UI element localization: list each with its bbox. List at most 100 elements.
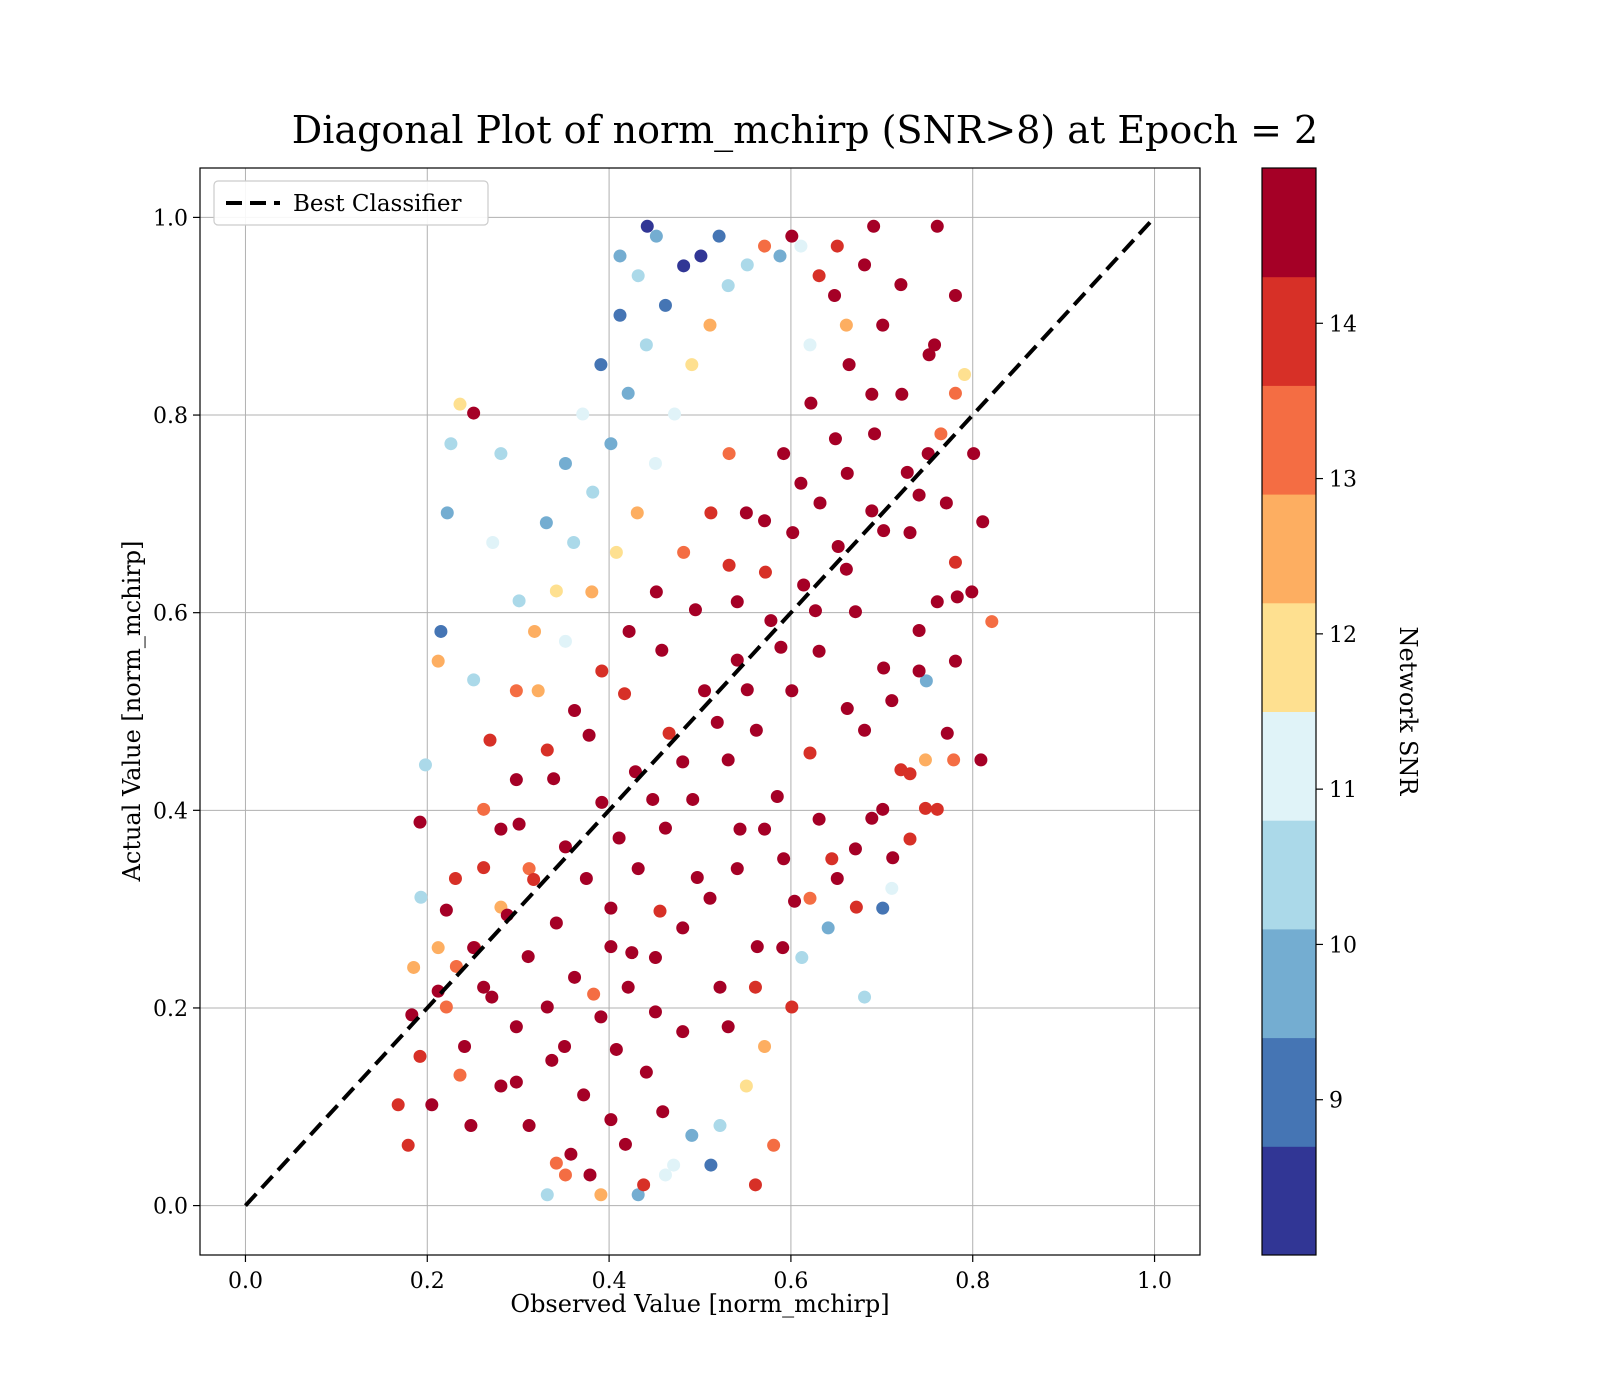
scatter-point	[486, 536, 500, 550]
scatter-point	[758, 1039, 772, 1053]
scatter-point	[777, 852, 791, 866]
scatter-point	[485, 990, 499, 1004]
scatter-point	[494, 822, 508, 836]
scatter-point	[828, 288, 842, 302]
scatter-point	[739, 1079, 753, 1093]
colorbar-segment	[1262, 602, 1316, 712]
scatter-point	[694, 249, 708, 263]
scatter-point	[549, 1156, 563, 1170]
scatter-point	[609, 1042, 623, 1056]
x-tick-label: 0.8	[955, 1269, 990, 1294]
colorbar-ticks: 9 10 11 12 13 14	[1316, 312, 1357, 1114]
scatter-point	[828, 432, 842, 446]
scatter-point	[676, 921, 690, 935]
scatter-point	[662, 726, 676, 740]
colorbar-tick-label: 11	[1329, 778, 1357, 803]
scatter-point	[512, 817, 526, 831]
scatter-point	[594, 1188, 608, 1202]
colorbar-segment	[1262, 168, 1316, 278]
scatter-point	[985, 615, 999, 629]
scatter-point	[549, 584, 563, 598]
scatter-point	[545, 1053, 559, 1067]
scatter-point	[903, 526, 917, 540]
scatter-point	[749, 723, 763, 737]
scatter-point	[733, 822, 747, 836]
scatter-point	[595, 664, 609, 678]
scatter-point	[677, 545, 691, 559]
scatter-point	[722, 558, 736, 572]
scatter-point	[803, 746, 817, 760]
scatter-point	[458, 1039, 472, 1053]
scatter-point	[858, 258, 872, 272]
scatter-point	[512, 594, 526, 608]
colorbar-segment	[1262, 276, 1316, 386]
y-axis-ticks: 0.0 0.2 0.4 0.6 0.8 1.0	[153, 206, 200, 1220]
scatter-point	[418, 758, 432, 772]
scatter-point	[439, 903, 453, 917]
scatter-point	[858, 990, 872, 1004]
scatter-point	[621, 386, 635, 400]
legend: Best Classifier	[213, 180, 489, 226]
scatter-point	[918, 801, 932, 815]
scatter-point	[658, 821, 672, 835]
scatter-point	[431, 941, 445, 955]
scatter-point	[912, 664, 926, 678]
scatter-point	[655, 643, 669, 657]
scatter-point	[449, 959, 463, 973]
scatter-point	[894, 278, 908, 292]
legend-label: Best Classifier	[293, 191, 461, 217]
scatter-point	[950, 590, 964, 604]
scatter-point	[767, 1138, 781, 1152]
scatter-point	[849, 900, 863, 914]
scatter-point	[764, 614, 778, 628]
scatter-point	[830, 872, 844, 886]
scatter-point	[453, 1068, 467, 1082]
scatter-point	[758, 822, 772, 836]
scatter-point	[948, 654, 962, 668]
scatter-point	[958, 368, 972, 382]
scatter-point	[685, 1128, 699, 1142]
scatter-point	[494, 1079, 508, 1093]
scatter-point	[858, 723, 872, 737]
scatter-point	[676, 1025, 690, 1039]
scatter-point	[795, 951, 809, 965]
scatter-point	[604, 940, 618, 954]
scatter-point	[668, 407, 682, 421]
scatter-point	[773, 249, 787, 263]
scatter-point	[919, 674, 933, 688]
scatter-point	[649, 585, 663, 599]
plot-area-frame	[199, 167, 1201, 1256]
scatter-point	[721, 279, 735, 293]
colorbar-tick-label: 10	[1329, 933, 1357, 958]
scatter-point	[676, 755, 690, 769]
y-tick-label: 0.8	[153, 404, 188, 429]
colorbar-tick-label: 12	[1329, 623, 1357, 648]
colorbar-label: Network SNR	[1394, 627, 1422, 797]
scatter-point	[740, 258, 754, 272]
scatter-point	[453, 397, 467, 411]
scatter-point	[467, 673, 481, 687]
scatter-point	[821, 921, 835, 935]
x-axis-ticks: 0.0 0.2 0.4 0.6 0.8 1.0	[228, 1255, 1172, 1294]
scatter-point	[509, 1020, 523, 1034]
scatter-point	[865, 504, 879, 518]
scatter-point	[640, 219, 654, 233]
scatter-point	[785, 229, 799, 243]
scatter-point	[434, 624, 448, 638]
scatter-point	[604, 1113, 618, 1127]
scatter-point	[582, 728, 596, 742]
scatter-point	[785, 1000, 799, 1014]
scatter-point	[658, 298, 672, 312]
scatter-point	[974, 753, 988, 767]
scatter-point	[813, 496, 827, 510]
scatter-point	[494, 447, 508, 461]
scatter-point	[930, 802, 944, 816]
scatter-point	[885, 694, 899, 708]
scatter-point	[464, 1119, 478, 1133]
scatter-point	[690, 871, 704, 885]
scatter-point	[448, 872, 462, 886]
x-tick-label: 0.6	[773, 1269, 808, 1294]
scatter-point	[934, 427, 948, 441]
scatter-point	[688, 603, 702, 617]
